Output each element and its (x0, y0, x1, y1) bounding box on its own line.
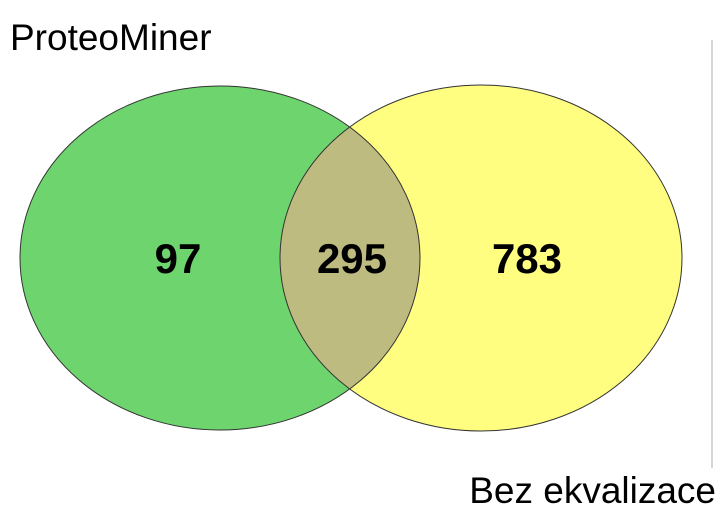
region-count: 97 (155, 235, 202, 282)
set-outline (19, 85, 421, 431)
set-label: Bez ekvalizace (469, 470, 716, 510)
region-count: 783 (492, 235, 562, 282)
overlap-region (280, 86, 420, 430)
set-label: ProteoMiner (10, 17, 212, 58)
set-outline (279, 84, 683, 432)
region-count: 295 (317, 235, 387, 282)
